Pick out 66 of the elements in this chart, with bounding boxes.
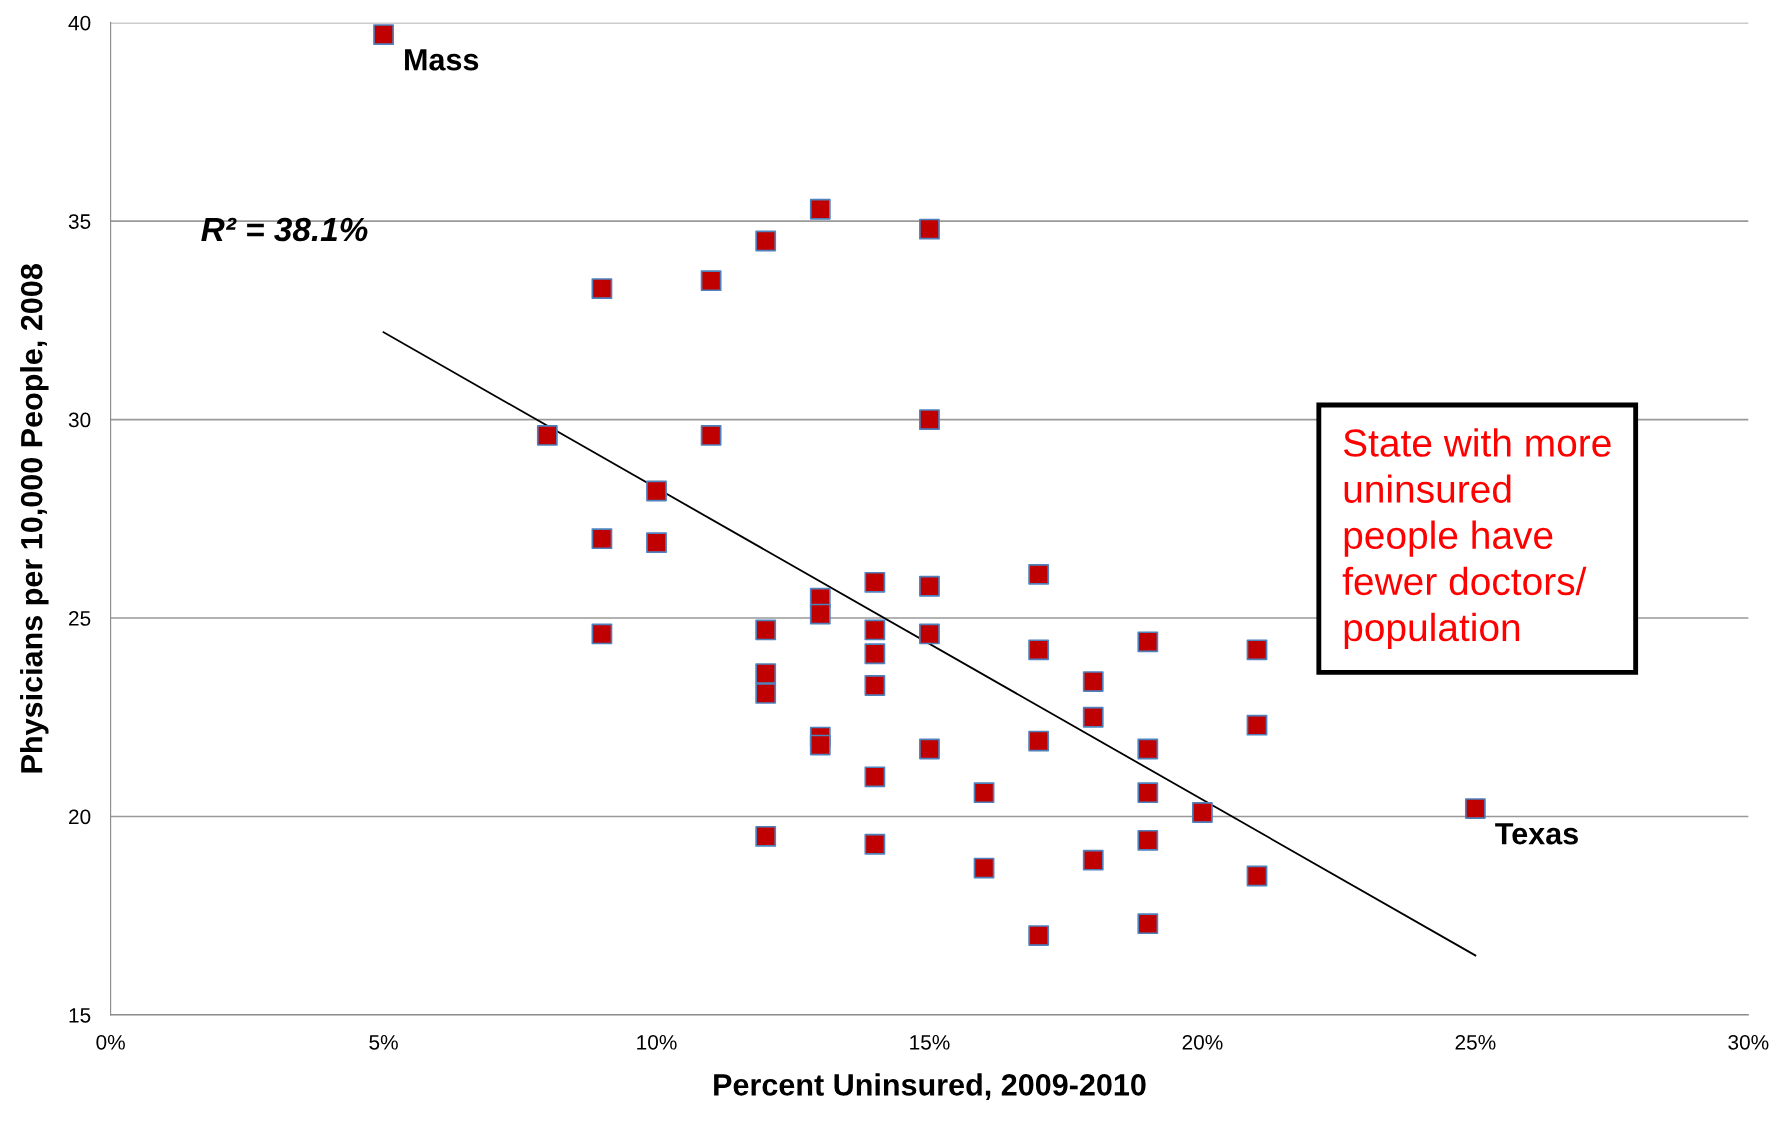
point [809, 734, 831, 756]
point [1246, 714, 1268, 736]
point [1028, 730, 1050, 752]
point [755, 663, 777, 685]
point [1464, 798, 1486, 819]
x-tick-label: 5% [369, 1035, 398, 1050]
point [1082, 849, 1104, 871]
point [700, 270, 722, 292]
annotation: State with more uninsured people have fewer doctors/ population [1342, 428, 1611, 650]
point [809, 198, 831, 220]
x-tick-label: 20% [1182, 1034, 1223, 1050]
y-tick-label: 25 [69, 611, 91, 626]
point [864, 619, 886, 641]
point [919, 218, 940, 240]
x-tick-label: 0% [96, 1034, 125, 1050]
x-tick-label: 25% [1455, 1034, 1496, 1050]
point [973, 857, 995, 879]
point [1137, 829, 1159, 851]
point [591, 278, 613, 300]
annotation: Texas [1495, 823, 1578, 845]
point [1028, 639, 1050, 661]
point [864, 833, 886, 855]
annotation: R² = 38.1% [201, 217, 368, 242]
point [1192, 802, 1213, 823]
annotation: Mass [405, 49, 479, 71]
point [864, 675, 886, 696]
y-tick-label: 30 [68, 412, 91, 428]
point [646, 480, 667, 502]
point [1137, 913, 1159, 935]
point [919, 409, 940, 430]
point [700, 425, 722, 446]
y-tick-label: 35 [68, 214, 91, 229]
point [1082, 671, 1104, 692]
point [1246, 865, 1268, 887]
point [591, 528, 613, 550]
y-tick-label: 40 [68, 15, 91, 31]
x-tick-label: 30% [1728, 1034, 1769, 1050]
point [536, 425, 558, 446]
point [864, 766, 886, 788]
point [1137, 631, 1159, 653]
point [973, 782, 995, 804]
point [809, 603, 831, 625]
point [755, 619, 777, 641]
point [1082, 706, 1104, 728]
point [919, 738, 940, 760]
y-tick-label: 15 [69, 1008, 91, 1023]
point [646, 532, 667, 554]
y-axis-title: Physicians per 10,000 People, 2008 [20, 264, 49, 773]
point [591, 623, 613, 645]
x-tick-label: 10% [637, 1034, 677, 1050]
point [755, 683, 777, 704]
point [1028, 563, 1050, 585]
point [1137, 738, 1159, 760]
point [373, 24, 394, 45]
x-axis-title: Percent Uninsured, 2009-2010 [714, 1073, 1146, 1101]
point [864, 571, 886, 593]
point [1137, 782, 1159, 804]
point [919, 623, 940, 645]
x-tick-label: 15% [910, 1035, 950, 1050]
point [755, 825, 777, 847]
y-tick-label: 20 [69, 809, 91, 825]
point [1028, 925, 1050, 946]
point [919, 575, 940, 597]
point [755, 230, 777, 252]
point [864, 643, 886, 665]
point [1246, 639, 1268, 661]
